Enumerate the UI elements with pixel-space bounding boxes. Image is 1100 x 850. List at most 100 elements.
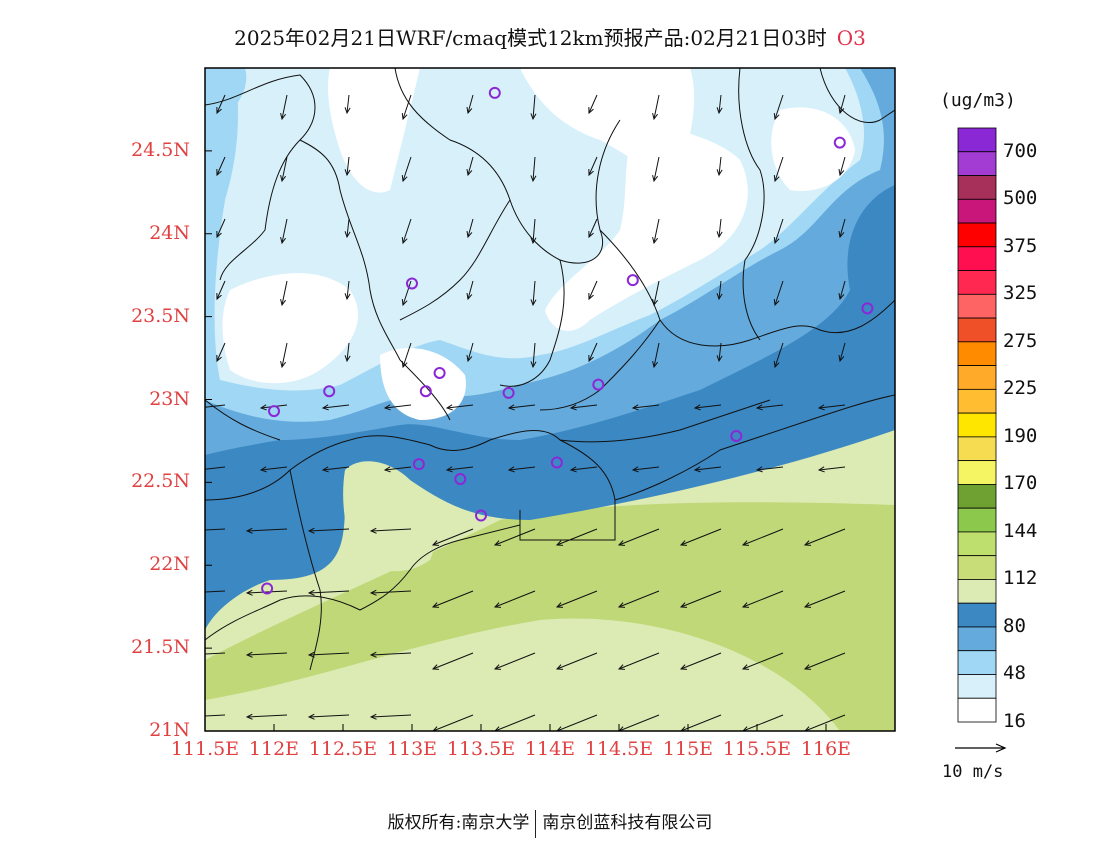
wind-arrow [588,218,598,238]
wind-arrow [718,94,722,114]
wind-arrow [432,590,474,608]
wind-arrow-head [693,404,701,411]
wind-arrow [346,342,350,362]
wind-arrow [774,218,784,244]
wind-arrow-head [838,169,845,177]
wind-arrow [742,590,784,608]
y-tick-label: 23N [149,387,190,410]
wind-arrow-head [817,404,825,411]
legend-swatch [957,365,997,390]
wind-arrow-head [716,231,723,239]
legend-swatch [957,175,997,200]
y-tick-label: 23.5N [131,304,190,327]
wind-arrow [216,156,226,176]
wind-arrow [680,652,722,670]
wind-arrow-head [216,354,222,363]
wind-arrow-head [530,299,537,307]
map-title: 2025年02月21日WRF/cmaq模式12km预报产品:02月21日03时 O… [0,22,1100,51]
x-tick-label: 113E [386,738,438,760]
station-marker [730,429,743,442]
wind-arrow [680,590,722,608]
wind-arrow-head [401,112,408,121]
wind-arrow-head [680,726,688,731]
wind-arrow [508,466,536,471]
wind-arrow [680,528,722,546]
x-tick-label: 114E [524,738,576,760]
legend-swatch [957,388,997,414]
wind-arrow [618,652,660,670]
wind-arrow [346,94,350,114]
wind-arrow-head [617,540,626,546]
legend-value-label: 700 [1003,139,1038,162]
wind-arrow-head [652,175,659,183]
wind-arrow-head [259,466,267,473]
wind-arrow-head [530,361,537,369]
wind-arrow-head [716,169,723,177]
legend-swatch [957,436,997,462]
wind-arrow-head [466,293,473,301]
legend-value-label: 48 [1003,662,1026,685]
station-marker [475,509,487,522]
legend-value-label: 112 [1003,567,1038,590]
wind-arrow [205,528,226,531]
wind-arrow-head [259,404,267,411]
x-tick-label: 112E [248,738,300,760]
wind-arrow-head [466,107,473,115]
title-main: 2025年02月21日WRF/cmaq模式12km预报产品:02月21日03时 [234,26,827,50]
wind-arrow-head [383,404,391,411]
wind-arrow [308,590,350,594]
wind-arrow-head [617,602,626,608]
wind-arrow-head [494,726,502,731]
wind-arrow [370,714,412,718]
legend-swatch [957,317,997,343]
legend-swatch [957,697,997,723]
wind-arrow-head [569,404,577,411]
legend-swatch [957,460,997,485]
wind-arrow-head [803,602,812,608]
wind-arrow-head [555,664,564,670]
wind-arrow-head [588,168,594,177]
wind-arrow [694,404,722,409]
wind-arrow-head [185,528,191,533]
x-tick-label: 115E [662,738,714,760]
wind-arrow-head [216,106,222,115]
station-marker [419,385,432,398]
station-marker [454,473,467,486]
wind-arrow [216,218,226,238]
wind-arrow-head [431,540,440,546]
wind-arrow [281,342,288,368]
wind-arrow [205,714,226,717]
x-tick-label: 114.5E [584,738,654,760]
legend-swatch [957,483,997,509]
legend-swatch [957,507,997,533]
wind-arrow [756,404,784,409]
wind-arrow-head [280,299,287,307]
x-tick-label: 115.5E [722,738,792,760]
wind-arrow-head [216,292,222,301]
wind-arrow-head [693,466,701,473]
legend-swatch [957,412,997,438]
wind-arrow [432,528,474,546]
y-tick-label: 21.5N [131,636,190,659]
wind-arrow-head [466,169,473,177]
concentration-field [205,68,895,731]
wind-arrow [532,218,536,244]
legend-value-label: 80 [1003,614,1026,637]
wind-arrow [402,342,412,368]
legend-value-label: 144 [1003,519,1038,542]
wind-arrow-head [803,664,812,670]
legend-swatch [957,341,997,366]
wind-arrow-head [803,540,812,546]
wind-arrow [756,466,784,471]
wind-arrow [216,280,226,300]
wind-arrow [281,218,288,244]
wind-arrow-head [741,664,750,670]
wind-arrow-head [307,589,315,596]
legend-swatch [957,222,997,248]
wind-arrow [774,156,784,182]
legend-value-label: 325 [1003,282,1038,305]
wind-arrow-head [307,713,315,720]
wind-arrow [653,94,660,120]
station-marker [861,302,874,315]
